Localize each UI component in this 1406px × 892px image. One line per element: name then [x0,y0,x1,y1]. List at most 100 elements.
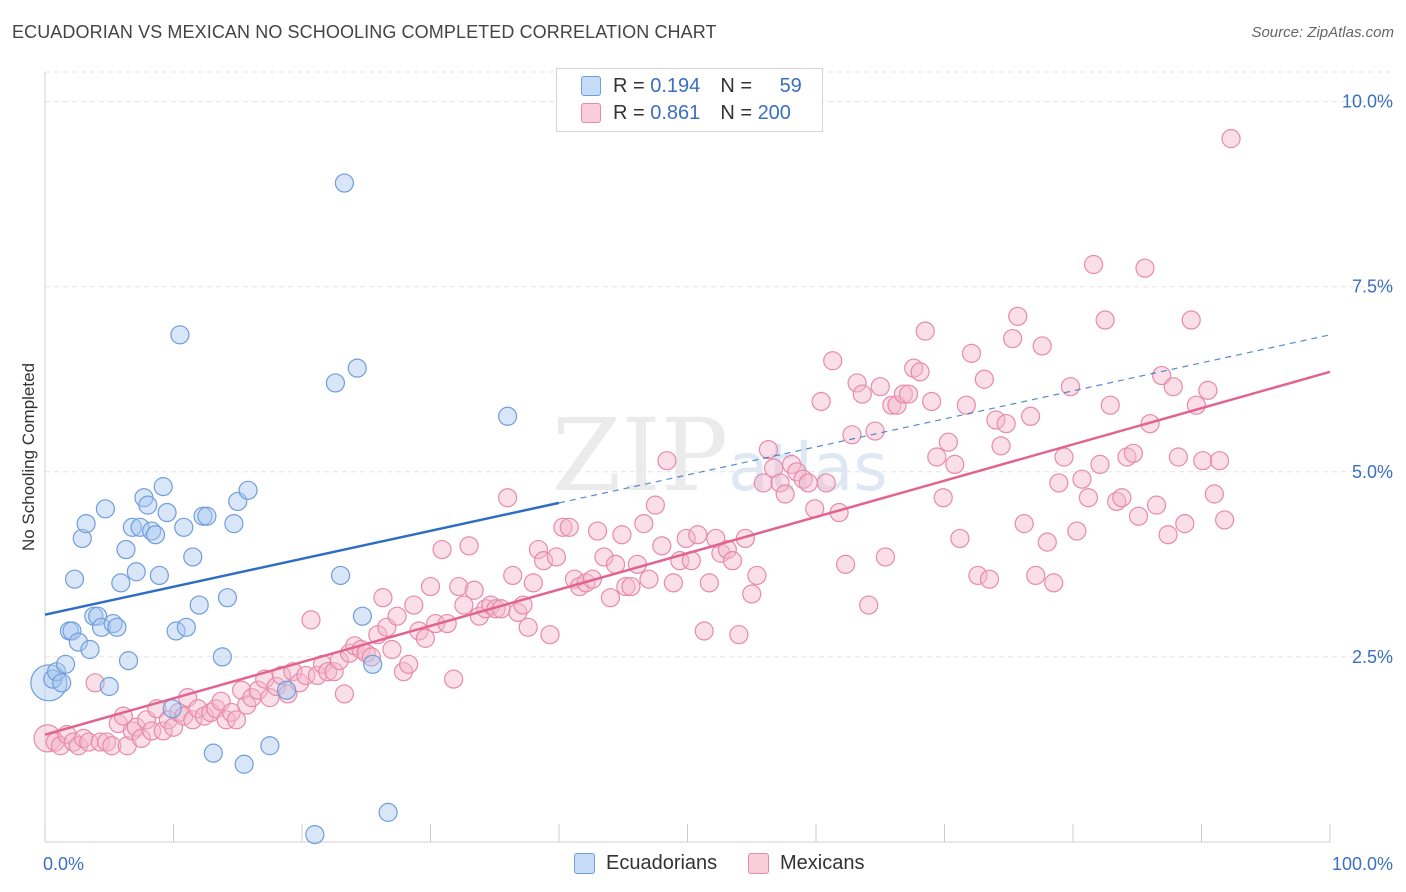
mexican-point-184 [1078,488,1099,508]
correlation-legend: R = 0.194 N = 59 R = 0.861 N = 200 [556,68,823,132]
mexican-point-156 [915,321,935,341]
mexican-point-21 [153,721,173,741]
trend-lines [44,334,1331,736]
ecuadorian-point-14 [91,617,112,637]
ecuadorian-point-32 [162,699,182,719]
mexican-point-170 [996,414,1016,434]
mexican-point-39 [248,680,268,700]
y-axis-title: No Schooling Completed [19,363,38,551]
mexican-point-157 [922,391,942,412]
ecuadorians-legend-swatch [574,853,595,874]
mexican-point-160 [938,432,958,452]
mexicans-trend-line [44,370,1331,736]
mexican-point-166 [974,369,994,389]
ecuadorian-point-43 [217,588,238,608]
mexican-point-188 [1100,395,1120,415]
mexican-point-43 [271,665,292,686]
axis-labels: 2.5% 5.0% 7.5% 10.0% 0.0% 100.0% No Schooling … [19,92,1393,874]
mexican-point-88 [518,617,538,637]
ecuadorian-point-6 [62,621,82,641]
mexican-point-136 [798,473,818,493]
mexican-point-183 [1072,469,1092,489]
mexican-point-41 [260,688,280,708]
mexican-point-178 [1044,573,1064,593]
mexican-point-113 [663,573,683,593]
mexican-point-163 [956,395,976,415]
ecuadorian-point-50 [305,824,325,845]
r-label: R = [613,102,651,124]
mexican-point-110 [645,495,665,515]
mexican-point-182 [1067,521,1087,541]
mexican-point-101 [594,547,614,567]
mexican-point-167 [979,569,1000,589]
ecuadorian-point-53 [334,173,355,193]
mexican-point-159 [933,488,953,508]
mexican-point-172 [1008,306,1028,326]
mexican-point-48 [301,610,321,630]
ecuadorians-legend-label: Ecuadorians [606,852,718,874]
ecuadorian-point-34 [170,325,190,345]
mexican-point-192 [1123,443,1143,463]
ecuadorian-point-24 [130,517,150,537]
mexican-point-204 [1193,451,1213,471]
mexican-point-61 [373,588,393,608]
mexican-point-93 [546,547,567,567]
mexican-point-105 [616,576,636,597]
mexican-point-90 [528,539,549,560]
mexican-point-177 [1037,532,1057,552]
r-label: R = [613,75,651,97]
y-tick-label-3: 10.0% [1342,92,1393,112]
mexican-point-193 [1128,506,1149,526]
ecuadorian-point-49 [276,680,297,700]
mexican-point-111 [652,536,672,556]
mexican-point-202 [1181,310,1201,330]
mexican-point-35 [226,710,247,730]
mexican-point-179 [1049,473,1069,493]
mexican-point-162 [950,528,970,549]
mexican-point-209 [1221,129,1241,149]
ecuadorian-point-22 [122,517,142,537]
chart-title: ECUADORIAN VS MEXICAN NO SCHOOLING COMPL… [12,22,717,42]
ecuadorians-trend-line [44,501,560,616]
ecuadorian-point-19 [111,573,131,593]
mexican-point-27 [183,710,203,730]
n-value-mexicans: 200 [757,102,791,124]
ecuadorian-point-29 [149,565,169,586]
ecuadorian-point-38 [189,595,209,615]
mexican-point-126 [742,584,762,604]
mexican-point-207 [1209,451,1230,471]
legend-text-mexicans: R = 0.861 N = 200 [613,102,791,125]
ecuadorian-point-11 [80,639,100,660]
mexican-point-122 [717,539,737,560]
mexican-point-153 [898,384,919,404]
mexican-point-205 [1198,380,1218,400]
ecuadorian-point-20 [116,539,136,560]
grid-lines [45,71,1392,658]
ecuadorian-point-0 [30,664,68,702]
ecuadorian-point-46 [234,754,254,774]
mexican-point-129 [758,439,779,460]
mexican-point-78 [464,580,484,600]
ecuadorians-swatch [581,76,601,96]
mexican-point-123 [722,551,743,571]
mexican-point-135 [793,469,813,489]
mexican-point-139 [816,473,836,493]
ecuadorian-point-48 [260,736,280,756]
mexican-point-145 [852,384,872,404]
mexican-point-54 [334,684,355,704]
ecuadorian-point-37 [183,547,203,567]
y-tick-label-2: 7.5% [1352,277,1393,297]
ecuadorian-point-55 [352,606,372,626]
ecuadorian-point-57 [378,802,398,822]
ecuadorian-point-3 [52,673,72,693]
ecuadorian-point-31 [157,502,177,523]
ecuadorian-point-44 [224,514,244,534]
r-value-mexicans: 0.861 [650,102,701,124]
watermark-atlas: atlas [728,429,888,506]
watermark: ZIP atlas [552,397,888,514]
mexican-point-36 [232,680,252,700]
mexicans-legend-swatch [748,853,769,874]
mexican-point-168 [986,410,1006,430]
ecuadorian-point-30 [153,477,173,497]
ecuadorian-point-18 [107,617,127,637]
